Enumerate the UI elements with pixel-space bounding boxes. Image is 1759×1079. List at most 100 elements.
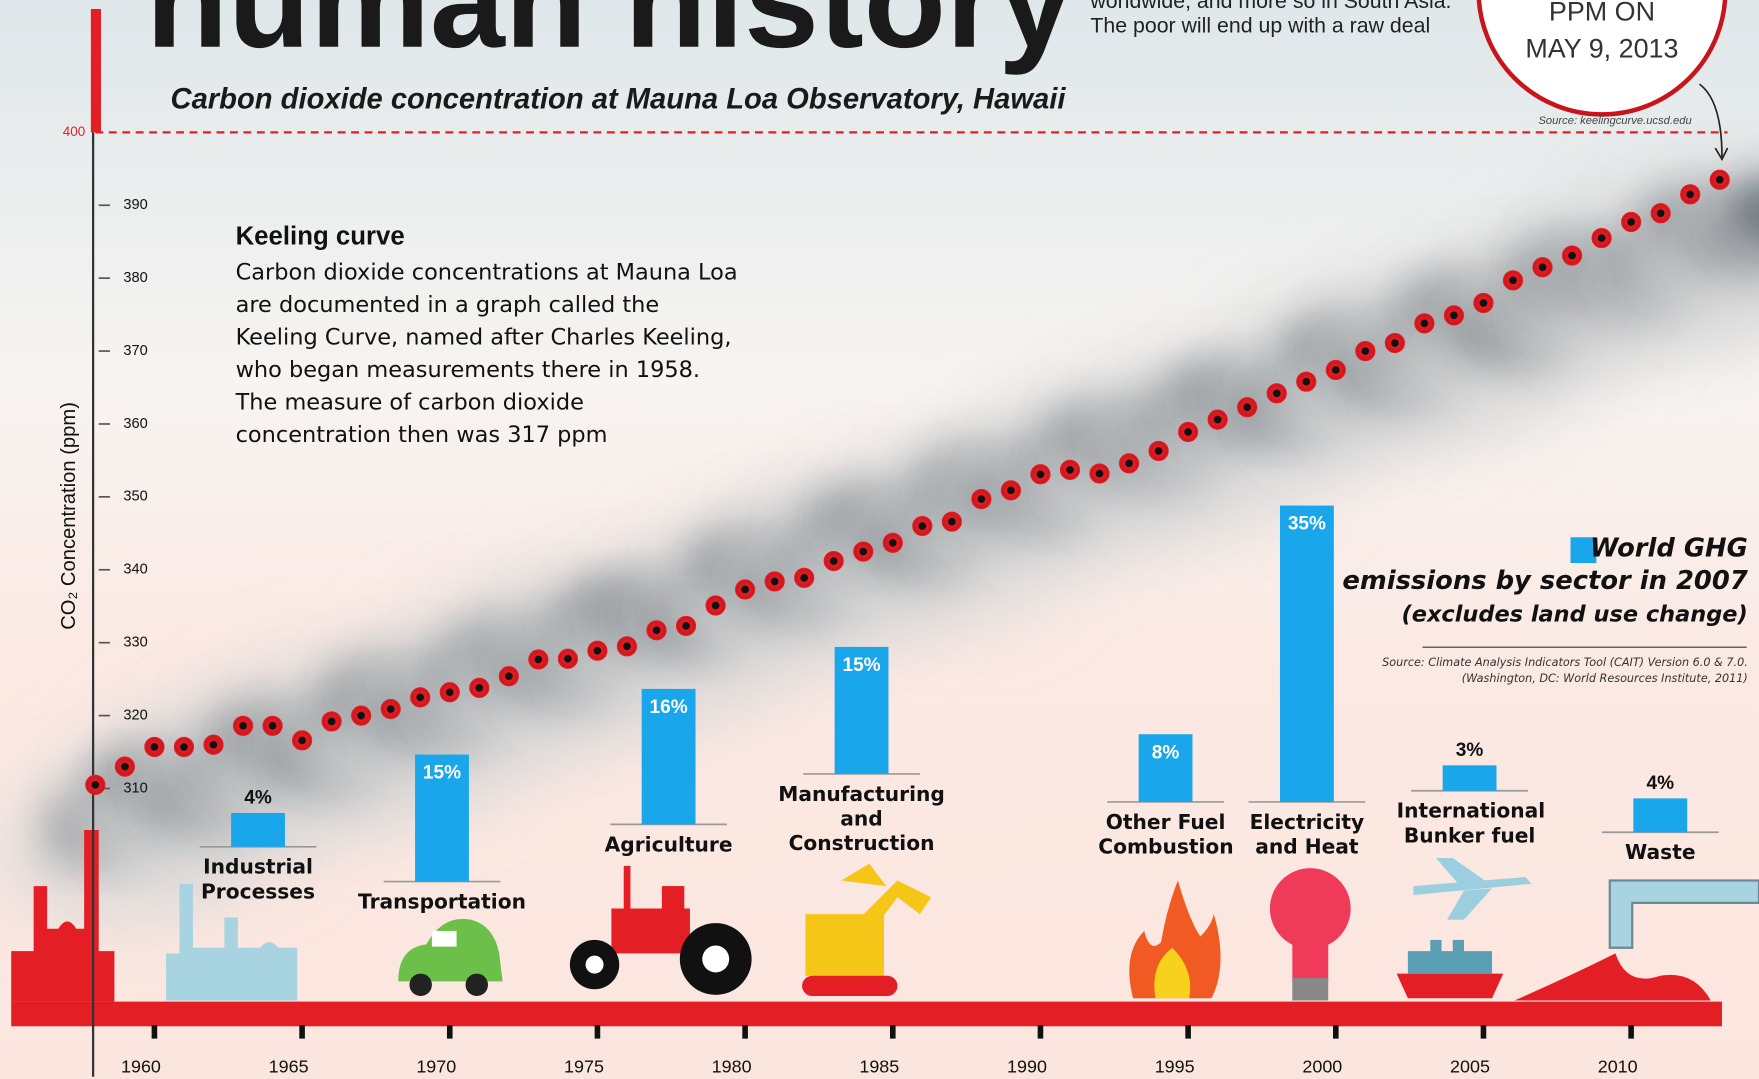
chart-title: Carbon dioxide concentration at Mauna Lo… xyxy=(171,84,1067,116)
y-tick-label: 360 xyxy=(123,416,147,432)
y-tick-label: 390 xyxy=(123,197,147,213)
page: human history worldwide, and more so in … xyxy=(0,0,1759,1079)
data-point xyxy=(1326,360,1345,379)
data-point xyxy=(263,716,282,735)
note-title: Keeling curve xyxy=(236,223,405,251)
x-tick-label: 1975 xyxy=(564,1057,604,1077)
data-point xyxy=(795,568,814,587)
category-label: International Bunker fuel xyxy=(1397,800,1543,849)
data-point xyxy=(942,512,961,531)
source: (Washington, DC: World Resources Institu… xyxy=(1462,673,1748,685)
data-point xyxy=(174,737,193,756)
data-point xyxy=(293,731,312,750)
data-point xyxy=(1090,464,1109,483)
page-title: human history xyxy=(146,0,1074,76)
y-tick-label: 330 xyxy=(123,635,147,651)
note: Carbon dioxide concentrations at Mauna L… xyxy=(236,256,741,451)
value-label: 4% xyxy=(244,787,272,808)
data-point xyxy=(1120,454,1139,473)
data-point xyxy=(617,637,636,656)
data-point xyxy=(204,735,223,754)
value-label: 35% xyxy=(1288,514,1326,535)
bar xyxy=(1443,765,1497,790)
data-point xyxy=(1681,185,1700,204)
data-point xyxy=(1592,229,1611,248)
x-tick-label: 1980 xyxy=(712,1057,752,1077)
intro-line: The poor will end up with a raw deal xyxy=(1090,14,1430,38)
bar xyxy=(231,813,285,847)
data-point xyxy=(913,517,932,536)
data-point xyxy=(1238,398,1257,417)
data-point xyxy=(1563,246,1582,265)
data-point xyxy=(440,683,459,702)
data-point xyxy=(647,621,666,640)
y-axis-label: CO₂ Concentration (ppm) xyxy=(58,402,80,630)
x-tick-label: 1970 xyxy=(416,1057,456,1077)
chart: human history worldwide, and more so in … xyxy=(0,0,1759,1079)
x-tick-label: 1990 xyxy=(1007,1057,1047,1077)
data-point xyxy=(677,616,696,635)
data-point xyxy=(1533,258,1552,277)
data-point xyxy=(765,572,784,591)
value-label: 4% xyxy=(1647,773,1675,794)
legend-title: World GHG xyxy=(1590,534,1748,563)
source: Source: keelingcurve.ucsd.edu xyxy=(1538,115,1691,127)
y-tick-label: 340 xyxy=(123,562,147,578)
badge-text: PPM ON xyxy=(1549,0,1655,27)
data-point xyxy=(1651,204,1670,223)
data-point xyxy=(499,667,518,686)
data-point xyxy=(736,580,755,599)
data-point xyxy=(411,688,430,707)
x-tick-label: 2010 xyxy=(1598,1057,1638,1077)
data-point xyxy=(1622,212,1641,231)
data-point xyxy=(1297,372,1316,391)
y-tick-label: 320 xyxy=(123,707,147,723)
source: Source: Climate Analysis Indicators Tool… xyxy=(1382,657,1748,669)
data-point xyxy=(233,716,252,735)
data-point xyxy=(1415,314,1434,333)
ground xyxy=(11,1002,1722,1027)
category-label: Industrial Processes xyxy=(196,856,319,905)
data-point xyxy=(381,699,400,718)
x-tick-label: 1965 xyxy=(269,1057,309,1077)
legend-note: (excludes land use change) xyxy=(1401,600,1747,627)
data-point xyxy=(558,649,577,668)
category-label: Transportation xyxy=(358,891,526,916)
data-point xyxy=(1031,465,1050,484)
data-point xyxy=(1385,334,1404,353)
x-tick-label: 1985 xyxy=(859,1057,899,1077)
intro-line: worldwide, and more so in South Asia. xyxy=(1089,0,1451,13)
data-point xyxy=(1060,460,1079,479)
y-tick-label: 310 xyxy=(123,780,147,796)
data-point xyxy=(972,490,991,509)
data-point xyxy=(1710,170,1729,189)
y-tick-label: 380 xyxy=(123,270,147,286)
value-label: 15% xyxy=(842,655,880,676)
value-label: 16% xyxy=(650,697,688,718)
data-point xyxy=(1001,481,1020,500)
data-point xyxy=(322,712,341,731)
data-point xyxy=(352,706,371,725)
x-tick-label: 1995 xyxy=(1155,1057,1195,1077)
data-point xyxy=(1179,422,1198,441)
data-point xyxy=(1356,342,1375,361)
axis-top xyxy=(91,9,101,132)
data-point xyxy=(1149,441,1168,460)
data-point xyxy=(115,757,134,776)
value-label: 8% xyxy=(1152,742,1180,763)
data-point xyxy=(1474,293,1493,312)
data-point xyxy=(1503,271,1522,290)
data-point xyxy=(706,596,725,615)
data-point xyxy=(145,737,164,756)
badge-text: MAY 9, 2013 xyxy=(1525,34,1678,64)
legend-subtitle: emissions by sector in 2007 xyxy=(1342,566,1747,595)
x-tick-label: 2000 xyxy=(1302,1057,1342,1077)
data-point xyxy=(1444,306,1463,325)
data-point xyxy=(1208,410,1227,429)
category-label: Electricity and Heat xyxy=(1242,811,1371,860)
y-tick-label: 350 xyxy=(123,489,147,505)
data-point xyxy=(529,650,548,669)
value-label: 15% xyxy=(423,763,461,784)
category-label: Waste xyxy=(1604,841,1716,866)
data-point xyxy=(86,775,105,794)
